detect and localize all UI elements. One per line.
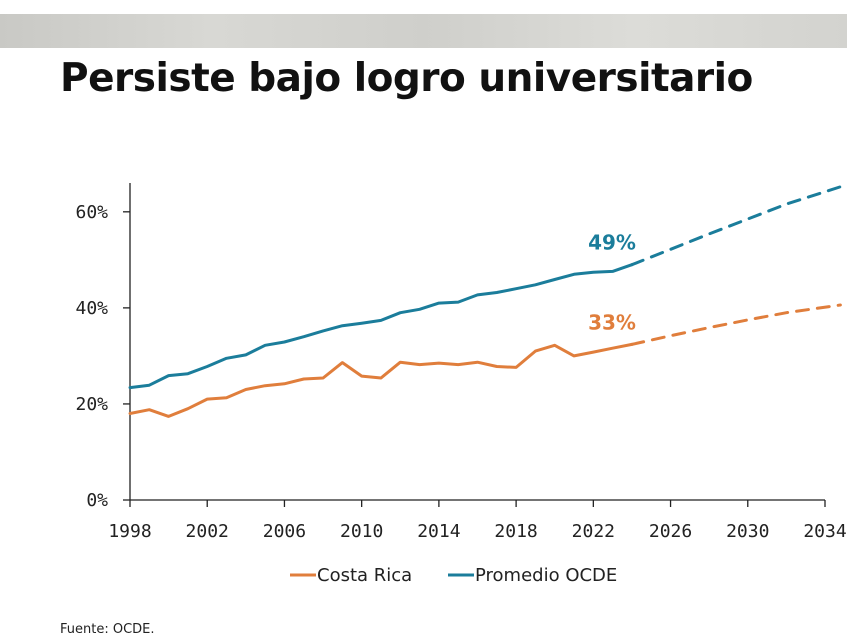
- chart-legend: Costa Rica Promedio OCDE: [290, 565, 617, 586]
- legend-label-promedio-ocde: Promedio OCDE: [475, 565, 617, 586]
- y-tick-label: 40%: [75, 298, 108, 319]
- x-tick-label: 2006: [263, 521, 306, 542]
- x-tick-label: 2022: [572, 521, 615, 542]
- chart-series: [128, 185, 842, 418]
- projection-line-costa-rica: [630, 303, 842, 346]
- end-label-promedio-ocde: 49%: [588, 231, 636, 255]
- x-tick-label: 2018: [494, 521, 537, 542]
- y-tick-label: 20%: [75, 394, 108, 415]
- x-tick-label: 2002: [186, 521, 229, 542]
- header-texture-band: [0, 14, 847, 48]
- x-tick-label: 2010: [340, 521, 383, 542]
- page-title: Persiste bajo logro universitario: [60, 56, 753, 101]
- projection-line-promedio-ocde: [630, 185, 842, 267]
- x-tick-label: 1998: [108, 521, 151, 542]
- y-tick-label: 60%: [75, 202, 108, 223]
- series-line-costa-rica: [128, 342, 634, 418]
- x-tick-label: 2034: [803, 521, 846, 542]
- chart-end-labels: 33% 49%: [588, 231, 636, 335]
- y-tick-label: 0%: [86, 490, 108, 511]
- x-tick-label: 2030: [726, 521, 769, 542]
- source-note: Fuente: OCDE.: [60, 622, 155, 637]
- series-line-promedio-ocde: [128, 263, 634, 390]
- legend-label-costa-rica: Costa Rica: [317, 565, 412, 586]
- x-tick-label: 2014: [417, 521, 460, 542]
- end-label-costa-rica: 33%: [588, 310, 636, 334]
- x-tick-label: 2026: [649, 521, 692, 542]
- chart-axes: 0% 20% 40% 60% 1998 2002 2006 2010 2014 2018 2022 2…: [75, 183, 847, 542]
